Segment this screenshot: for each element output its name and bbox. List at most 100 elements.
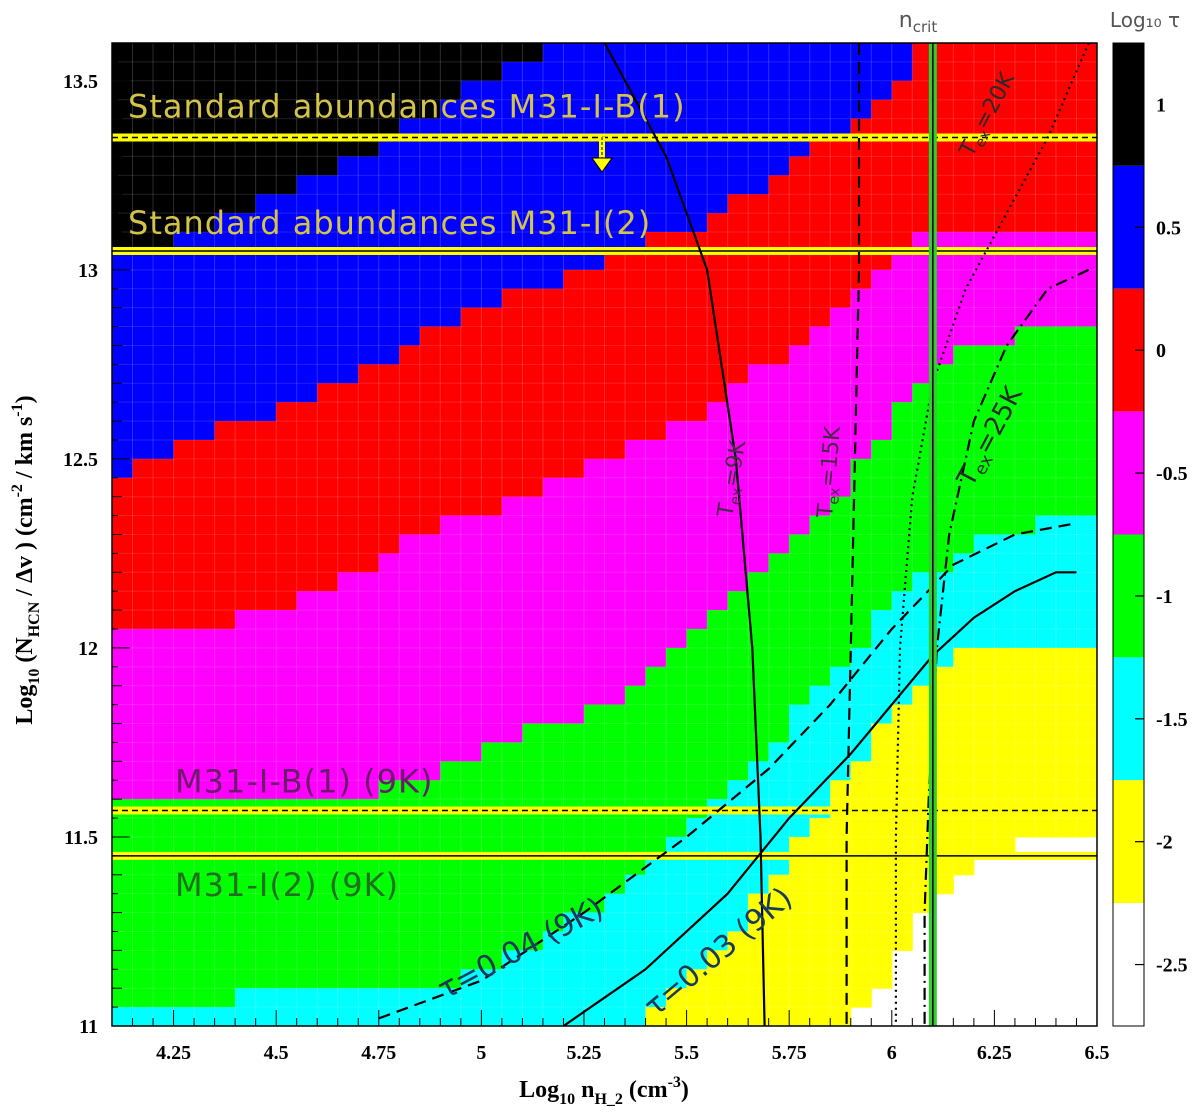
heat-cell-column	[973, 534, 995, 649]
heat-cell-column	[132, 1007, 154, 1026]
x-tick-label: 6	[887, 1042, 897, 1064]
heat-cell-column	[419, 780, 441, 989]
heat-cell-column	[255, 421, 277, 611]
heat-cell-column	[666, 421, 688, 649]
heat-cell-column	[235, 988, 257, 1026]
heat-cell-column	[625, 439, 647, 687]
heat-cell-column	[276, 799, 298, 989]
colorbar-tick-label: -2.5	[1156, 955, 1188, 977]
heat-cell-column	[850, 761, 872, 1008]
heat-cell-column	[501, 950, 524, 1026]
heat-cell-column	[440, 326, 462, 517]
heat-cell-column	[625, 874, 647, 1026]
heat-cell-column	[748, 43, 770, 195]
heat-cell-column	[891, 43, 913, 82]
heat-cell-column	[1035, 647, 1057, 838]
curve--0-03-9k-	[562, 571, 1077, 1026]
y-axis: 11 11.5 12 12.5 13 13.5	[63, 42, 130, 1038]
heat-cell-column	[522, 288, 544, 498]
heat-cell-column	[645, 855, 667, 1008]
hline-label: Standard abundances M31-I(2)	[128, 204, 651, 242]
x-tick-label: 4.75	[361, 1042, 396, 1064]
heat-cell-column	[1014, 647, 1037, 838]
heat-cell-column	[173, 799, 195, 1008]
heat-cell-column	[994, 534, 1016, 649]
heat-cell-column	[789, 836, 811, 1026]
heat-cell-column	[153, 250, 175, 460]
heat-cell-column	[296, 988, 318, 1026]
heat-cell-column	[522, 496, 544, 725]
heat-cell-column	[399, 780, 421, 989]
heat-cell-column	[419, 326, 441, 536]
heat-cell-column	[317, 591, 339, 800]
heat-cell-column	[727, 591, 749, 781]
heat-cell-column	[1014, 534, 1037, 649]
heat-cell-column	[317, 988, 339, 1026]
heat-cell-column	[214, 43, 236, 214]
heat-cell-column	[296, 402, 318, 592]
heat-cell-column	[1076, 232, 1097, 328]
heat-cell-column	[399, 43, 421, 120]
heat-cell-column	[440, 99, 462, 328]
heat-cell-column	[563, 912, 585, 1026]
heat-cell-column	[850, 458, 872, 649]
heat-cell-column	[830, 43, 852, 139]
heat-cell-column	[891, 80, 913, 252]
heat-cell-column	[1055, 515, 1078, 649]
heat-cell-column	[871, 439, 893, 611]
heat-cell-column	[440, 988, 462, 1026]
heat-cell-column	[358, 43, 380, 158]
heat-cell-column	[481, 43, 503, 82]
colorbar-tick-label: -1.5	[1156, 709, 1188, 731]
heat-cell-column	[1076, 326, 1097, 517]
upper-limit-arrow	[591, 137, 613, 173]
curve-t-ex-9k	[603, 43, 766, 1026]
heat-cell-column	[173, 439, 195, 630]
heat-cell-column	[358, 364, 380, 573]
heat-cell-column	[789, 534, 811, 706]
heat-cell-column	[214, 629, 236, 800]
heat-cell-column	[173, 232, 195, 441]
colorbar-tick-label: 0	[1156, 340, 1166, 362]
heat-cell-column	[358, 988, 380, 1026]
region-ffff00	[645, 647, 1097, 1026]
heat-cell-column	[727, 931, 749, 1026]
heat-cell-column	[419, 118, 441, 328]
heat-cell-column	[522, 723, 544, 951]
heat-cell-column	[809, 818, 831, 1026]
heat-cell-column	[460, 43, 482, 82]
heat-cell-column	[973, 345, 995, 536]
heat-cell-column	[460, 515, 482, 762]
heat-cell-column	[132, 250, 154, 460]
y-tick-label: 12	[78, 638, 98, 660]
heat-cell-column	[194, 439, 216, 630]
heat-cell-column	[296, 591, 318, 800]
heat-cell-column	[276, 194, 298, 403]
heat-cell-column	[419, 43, 441, 120]
heat-cell-column	[440, 515, 462, 762]
heat-cell-column	[1014, 326, 1037, 536]
region-00ff00	[112, 326, 1097, 1008]
heat-cell-column	[399, 345, 421, 536]
heat-cell-column	[522, 950, 544, 1026]
heat-cell-column	[317, 43, 339, 176]
heat-cell-column	[563, 269, 585, 479]
heat-cell-column	[645, 439, 667, 668]
heat-cell-column	[666, 647, 688, 838]
heat-cell-column	[235, 799, 257, 989]
heat-cell-column	[358, 572, 380, 800]
heat-cell-column	[953, 647, 975, 876]
heat-cell-column	[522, 43, 544, 63]
heat-cell-column	[440, 761, 462, 989]
heat-cell-column	[850, 118, 872, 290]
heat-cell-column	[789, 43, 811, 158]
heat-cell-column	[727, 43, 749, 195]
heat-cell-column	[132, 43, 154, 252]
heat-cell-column	[173, 629, 195, 800]
heat-cell-column	[296, 175, 318, 403]
heat-cell-column	[399, 118, 421, 347]
heat-cell-column	[604, 250, 626, 460]
region-ff00ff	[112, 232, 1097, 800]
heat-cell-column	[809, 515, 831, 687]
heat-cell-column	[481, 307, 503, 517]
